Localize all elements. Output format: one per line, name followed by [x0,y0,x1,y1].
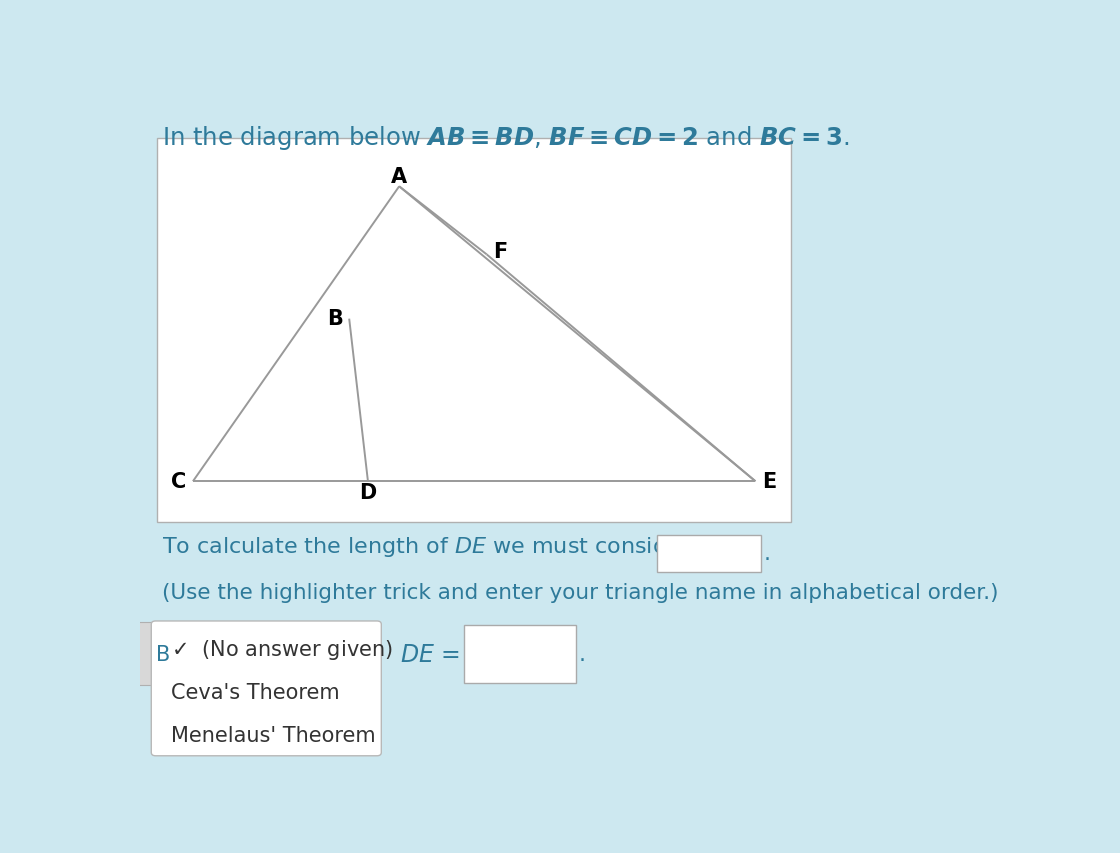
Text: .: . [763,543,771,564]
Text: E: E [763,472,776,491]
Text: A: A [391,166,408,187]
Text: F: F [493,241,507,262]
Text: Ceva's Theorem: Ceva's Theorem [171,682,339,702]
Text: B: B [327,308,343,328]
Text: In the diagram below $\boldsymbol{AB \equiv BD}$, $\boldsymbol{BF \equiv CD = 2}: In the diagram below $\boldsymbol{AB \eq… [161,124,849,151]
FancyBboxPatch shape [657,535,760,572]
Text: $\checkmark$  (No answer given): $\checkmark$ (No answer given) [171,637,393,661]
FancyBboxPatch shape [157,138,791,523]
Text: To calculate the length of $\mathit{DE}$ we must consider $\triangle$: To calculate the length of $\mathit{DE}$… [161,535,719,559]
FancyBboxPatch shape [464,625,576,683]
Text: B: B [156,644,170,664]
Text: $\mathit{DE}$ =: $\mathit{DE}$ = [401,642,460,666]
Text: D: D [360,482,376,502]
FancyBboxPatch shape [138,623,304,686]
Text: (Use the highlighter trick and enter your triangle name in alphabetical order.): (Use the highlighter trick and enter you… [161,582,998,602]
FancyBboxPatch shape [151,621,381,756]
Text: C: C [171,472,187,491]
Text: .: . [578,644,586,664]
Text: Menelaus' Theorem: Menelaus' Theorem [171,725,376,745]
